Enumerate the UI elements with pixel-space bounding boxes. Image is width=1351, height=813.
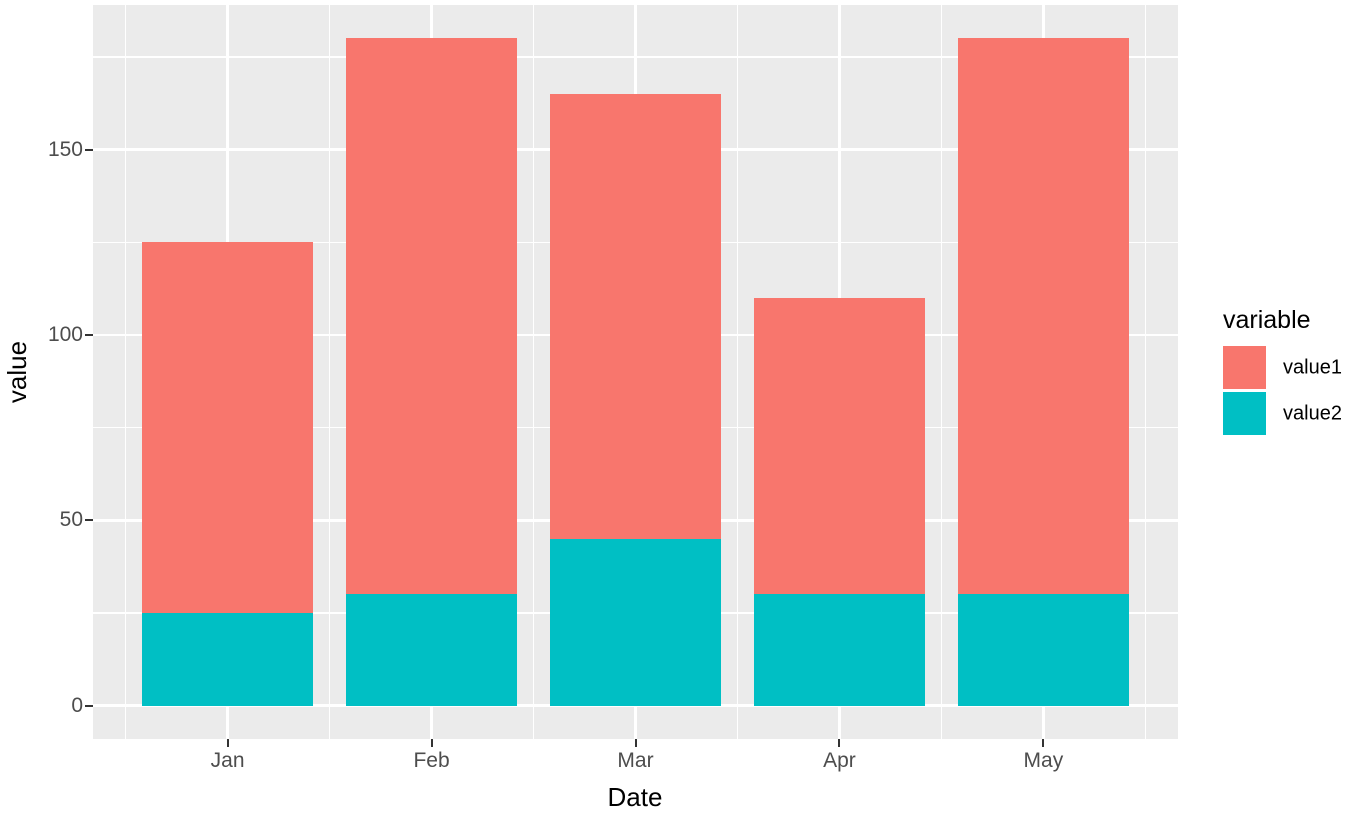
bar-segment-value1-Jan [142,242,314,613]
x-tick-label: Mar [617,749,654,772]
bar-segment-value1-Mar [550,93,721,539]
y-tick-mark [85,333,93,336]
y-tick-label: 50 [59,508,83,532]
gridline-x-minor [1144,5,1146,739]
bar-segment-value2-Mar [550,538,721,706]
legend-label: value2 [1283,402,1342,424]
y-tick-mark [85,519,93,522]
x-tick-mark [226,739,229,747]
bar-segment-value1-May [957,38,1129,595]
bar-segment-value1-Apr [753,297,925,595]
bar-segment-value1-Feb [346,38,518,595]
x-tick-label: Feb [413,749,450,772]
gridline-y-major [93,704,1178,707]
legend-items: value1 value2 [1223,346,1348,435]
legend-key-value2 [1223,392,1266,435]
bar-segment-value2-Apr [753,594,925,706]
gridline-x-minor [736,5,739,739]
y-tick-label: 150 [47,137,83,161]
x-tick-mark [430,739,433,747]
legend-label: value1 [1283,356,1342,378]
bar-segment-value2-May [957,594,1129,706]
gridline-x-minor [124,5,127,739]
legend-key-value1 [1223,346,1266,389]
bar-segment-value2-Jan [142,612,314,706]
plot-panel [93,5,1178,739]
gridline-x-minor [532,5,535,739]
legend-item-value2: value2 [1223,392,1348,435]
y-tick-mark [85,704,93,707]
gridline-x-minor [940,5,943,739]
bar-segment-value2-Feb [346,594,518,706]
x-tick-label: May [1023,749,1064,772]
legend-item-value1: value1 [1223,346,1348,389]
x-tick-label: Apr [823,749,856,772]
gridline-x-minor [328,5,331,739]
x-tick-mark [1042,739,1045,747]
y-tick-label: 100 [47,322,83,346]
x-tick-mark [634,739,637,747]
x-tick-mark [838,739,841,747]
x-tick-label: Jan [210,749,245,772]
y-tick-label: 0 [71,693,83,717]
y-tick-mark [85,148,93,151]
legend-title: variable [1223,306,1311,334]
legend: variable value1 value2 [1223,307,1348,438]
y-axis-title: value [2,340,32,404]
x-axis-title: Date [607,782,663,812]
